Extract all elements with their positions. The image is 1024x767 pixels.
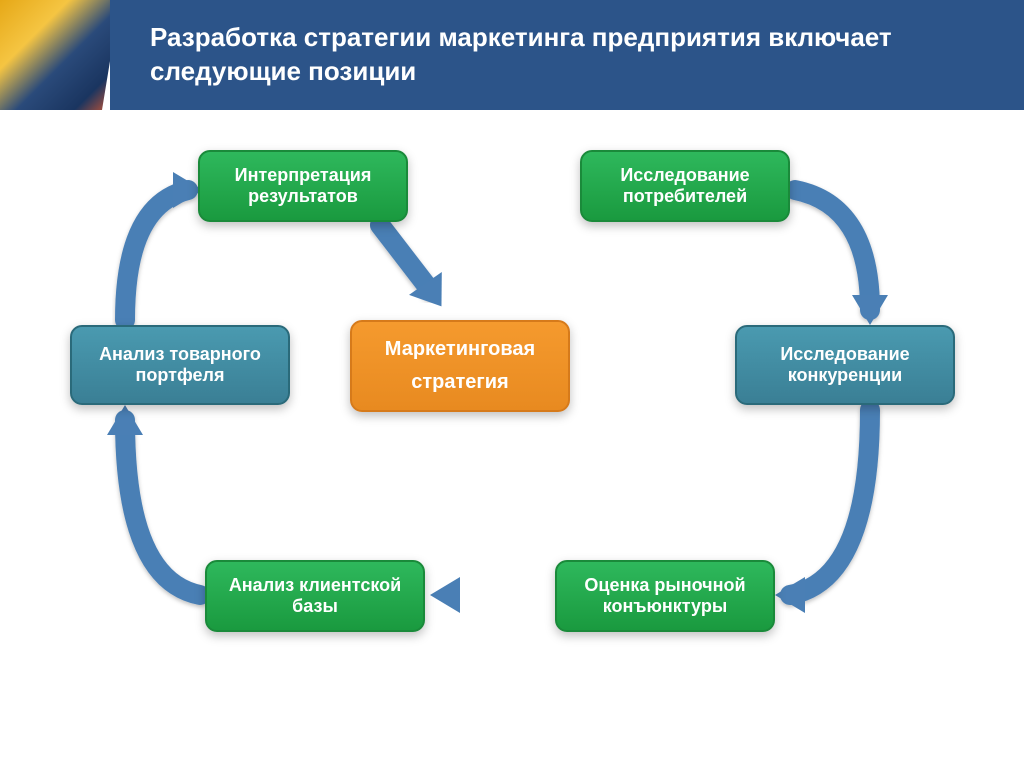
arrow-market-to-clients bbox=[430, 577, 550, 613]
node-portfolio: Анализ товарного портфеля bbox=[70, 325, 290, 405]
node-interpretation: Интерпретация результатов bbox=[198, 150, 408, 222]
arrow-competition-to-market bbox=[775, 410, 870, 613]
node-strategy: Маркетинговая стратегия bbox=[350, 320, 570, 412]
arrow-consumers-to-competition bbox=[795, 190, 888, 325]
node-market: Оценка рыночной конъюнктуры bbox=[555, 560, 775, 632]
node-label: Анализ клиентской базы bbox=[221, 575, 409, 617]
node-label: Оценка рыночной конъюнктуры bbox=[571, 575, 759, 617]
arrow-portfolio-to-interpretation bbox=[125, 172, 203, 320]
page-title: Разработка стратегии маркетинга предприя… bbox=[150, 21, 1004, 89]
node-label: Анализ товарного портфеля bbox=[86, 344, 274, 386]
node-competition: Исследование конкуренции bbox=[735, 325, 955, 405]
node-label: Интерпретация результатов bbox=[214, 165, 392, 207]
diagram-canvas: Интерпретация результатов Исследование п… bbox=[0, 110, 1024, 767]
node-consumers: Исследование потребителей bbox=[580, 150, 790, 222]
arrows-layer bbox=[0, 110, 1024, 767]
header-bar: Разработка стратегии маркетинга предприя… bbox=[110, 0, 1024, 110]
node-label: Исследование потребителей bbox=[596, 165, 774, 207]
node-label-line2: стратегия bbox=[411, 371, 508, 394]
arrow-interpretation-to-strategy bbox=[380, 225, 458, 318]
arrow-clients-to-portfolio bbox=[107, 405, 200, 595]
node-label-line1: Маркетинговая bbox=[385, 338, 535, 361]
header-decoration bbox=[0, 0, 120, 110]
node-clients: Анализ клиентской базы bbox=[205, 560, 425, 632]
node-label: Исследование конкуренции bbox=[751, 344, 939, 386]
